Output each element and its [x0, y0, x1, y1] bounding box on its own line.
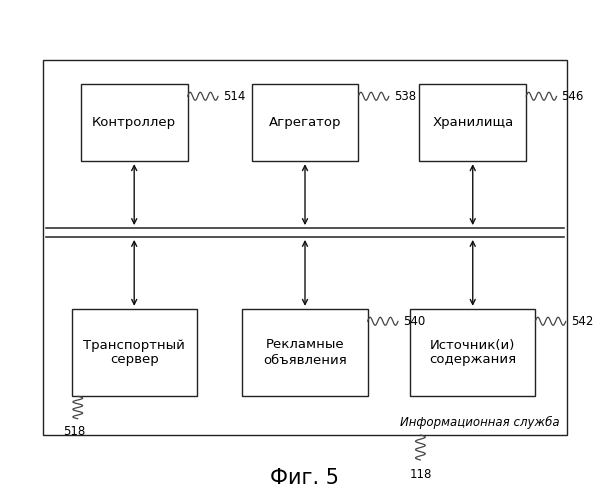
Text: 538: 538 [394, 90, 416, 103]
Text: Информационная служба: Информационная служба [400, 416, 560, 429]
Bar [43, 60, 567, 435]
Text: Рекламные
объявления: Рекламные объявления [263, 338, 347, 366]
Bar [251, 84, 358, 161]
Text: Фиг. 5: Фиг. 5 [270, 468, 340, 487]
Bar [72, 308, 197, 396]
Text: Источник(и)
содержания: Источник(и) содержания [429, 338, 516, 366]
Bar [81, 84, 188, 161]
Text: 118: 118 [409, 468, 432, 480]
Text: 540: 540 [403, 315, 425, 328]
Text: Контроллер: Контроллер [92, 116, 176, 129]
Text: Транспортный
сервер: Транспортный сервер [83, 338, 185, 366]
Text: 514: 514 [223, 90, 245, 103]
Bar [410, 308, 536, 396]
Text: Хранилища: Хранилища [432, 116, 514, 129]
Bar [420, 84, 526, 161]
Text: 518: 518 [63, 425, 86, 438]
Bar [243, 308, 367, 396]
Text: 542: 542 [571, 315, 593, 328]
Text: Агрегатор: Агрегатор [269, 116, 341, 129]
Text: 546: 546 [562, 90, 584, 103]
